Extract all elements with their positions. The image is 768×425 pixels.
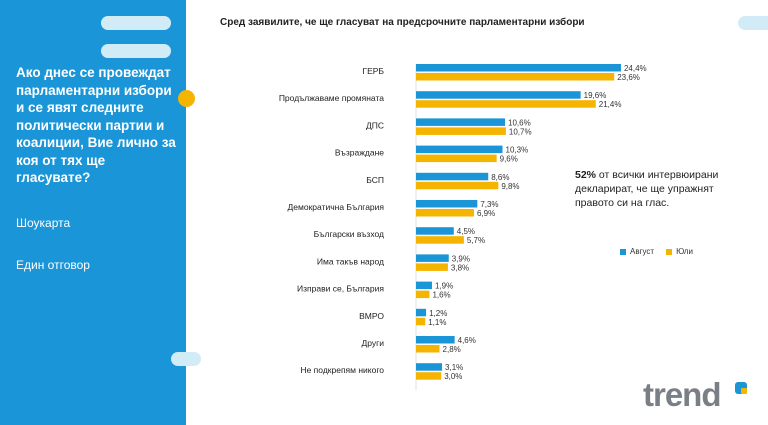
data-label: 10,6% bbox=[508, 118, 531, 127]
data-label: 10,7% bbox=[509, 127, 532, 136]
decor-pill-mid bbox=[101, 44, 171, 58]
category-label: Български възход bbox=[314, 229, 384, 239]
logo-accent bbox=[741, 388, 747, 394]
category-label: ДПС bbox=[366, 120, 384, 130]
decor-pill-bottom bbox=[171, 352, 201, 366]
decor-pill-top bbox=[101, 16, 171, 30]
bar-july bbox=[416, 181, 499, 190]
data-label: 3,0% bbox=[444, 372, 462, 381]
data-label: 8,6% bbox=[491, 173, 509, 182]
legend-item-july: Юли bbox=[666, 247, 693, 256]
data-label: 10,3% bbox=[506, 146, 529, 155]
bar-august bbox=[416, 118, 506, 126]
bar-august bbox=[416, 64, 621, 72]
bar-august bbox=[416, 172, 489, 181]
bar-august bbox=[416, 363, 443, 371]
bar-august bbox=[416, 281, 432, 290]
category-label: Изправи се, България bbox=[297, 284, 384, 294]
category-label: Възраждане bbox=[335, 148, 384, 158]
category-label: Не подкрепям никого bbox=[300, 365, 384, 375]
bar-july bbox=[416, 154, 497, 163]
bar-august bbox=[416, 336, 455, 344]
data-label: 6,9% bbox=[477, 209, 495, 218]
bar-august bbox=[416, 91, 581, 99]
data-label: 21,4% bbox=[599, 100, 622, 109]
turnout-text: от всички интервюирани декларират, че ще… bbox=[575, 169, 719, 209]
category-label: Други bbox=[362, 338, 385, 348]
bar-july bbox=[416, 127, 506, 135]
legend-swatch-july bbox=[666, 248, 673, 255]
legend-item-august: Август bbox=[620, 247, 654, 256]
decor-dot bbox=[178, 90, 195, 107]
answer-type-label: Един отговор bbox=[16, 258, 90, 272]
data-label: 3,9% bbox=[452, 254, 470, 263]
bar-august bbox=[416, 200, 478, 208]
data-label: 1,9% bbox=[435, 282, 453, 291]
turnout-highlight: 52% bbox=[575, 169, 597, 181]
category-label: ГЕРБ bbox=[362, 66, 384, 76]
data-label: 4,5% bbox=[457, 227, 475, 236]
data-label: 24,4% bbox=[624, 64, 647, 73]
category-label: Продължаваме промяната bbox=[279, 93, 384, 103]
bar-july bbox=[416, 100, 596, 108]
bar-july bbox=[416, 236, 464, 244]
bar-august bbox=[416, 145, 503, 154]
category-label: БСП bbox=[366, 175, 384, 185]
bar-july bbox=[416, 73, 615, 81]
data-label: 1,1% bbox=[428, 318, 446, 327]
data-label: 19,6% bbox=[584, 91, 607, 100]
data-label: 23,6% bbox=[617, 73, 640, 82]
bar-july bbox=[416, 209, 474, 217]
turnout-note: 52% от всички интервюирани декларират, ч… bbox=[575, 168, 735, 210]
survey-question: Ако днес се провеждат парламентарни избо… bbox=[16, 65, 176, 185]
trend-logo: trend bbox=[643, 378, 747, 413]
side-panel: Ако днес се провеждат парламентарни избо… bbox=[0, 0, 201, 425]
chart-title: Сред заявилите, че ще гласуват на предср… bbox=[220, 17, 585, 28]
category-label: Демократична България bbox=[288, 202, 385, 212]
method-label: Шоукарта bbox=[16, 216, 71, 230]
data-label: 2,8% bbox=[443, 345, 461, 354]
data-label: 1,2% bbox=[429, 309, 447, 318]
data-label: 5,7% bbox=[467, 236, 485, 245]
data-label: 3,8% bbox=[451, 263, 469, 272]
bar-august bbox=[416, 227, 454, 235]
category-label: ВМРО bbox=[359, 311, 384, 321]
bar-july bbox=[416, 372, 442, 380]
legend-label-july: Юли bbox=[676, 247, 693, 256]
bar-july bbox=[416, 317, 426, 326]
data-label: 4,6% bbox=[458, 336, 476, 345]
bar-august bbox=[416, 308, 427, 317]
legend-swatch-august bbox=[620, 248, 626, 255]
legend: Август Юли bbox=[620, 247, 693, 256]
bar-august bbox=[416, 254, 449, 262]
bar-july bbox=[416, 345, 440, 353]
data-label: 7,3% bbox=[480, 200, 498, 209]
bar-july bbox=[416, 263, 448, 271]
data-label: 1,6% bbox=[432, 291, 450, 300]
data-label: 3,1% bbox=[445, 363, 463, 372]
logo-text: trend bbox=[643, 378, 721, 413]
bar-july bbox=[416, 290, 430, 299]
legend-label-august: Август bbox=[630, 247, 655, 256]
data-label: 9,8% bbox=[501, 182, 519, 191]
decor-pill-right bbox=[738, 16, 768, 30]
category-label: Има такъв народ bbox=[317, 256, 384, 266]
data-label: 9,6% bbox=[500, 155, 518, 164]
